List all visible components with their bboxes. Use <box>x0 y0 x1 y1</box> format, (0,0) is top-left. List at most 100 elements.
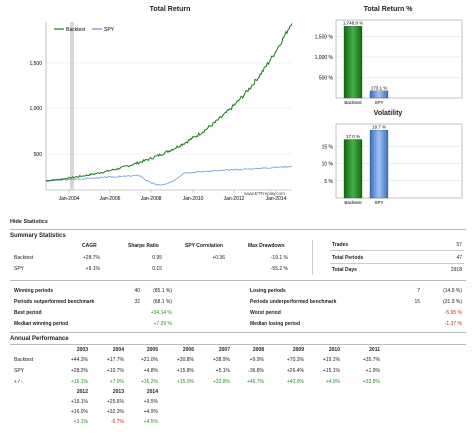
bar-value-label: 17.0 % <box>346 134 360 139</box>
winning-periods-count: 40 <box>134 288 140 294</box>
year-header: 2009 <box>292 347 304 353</box>
annual-row-label: + / - <box>14 379 23 385</box>
bar-value-label: 1,748.9 % <box>343 21 363 26</box>
winning-periods-pct: (85.1 %) <box>153 288 172 294</box>
annual-value: +15.0% <box>176 379 194 385</box>
outperformed-pct: (68.1 %) <box>153 299 172 305</box>
underperformed-label: Periods underperformed benchmark <box>250 299 337 305</box>
annual-value: +26.4% <box>286 368 304 374</box>
total-return-pct-chart: 500 % 1,000 % 1,500 % 1,748.9 % Backtest 173.… <box>315 19 463 105</box>
col-cagr: CAGR <box>82 243 97 249</box>
row-name: SPY <box>14 266 25 272</box>
annual-value: +9.5% <box>143 399 158 405</box>
annual-value: +3.1% <box>73 419 88 425</box>
year-header: 2012 <box>76 389 88 395</box>
annual-value: +17.7% <box>106 357 124 363</box>
worst-period-label: Worst period <box>250 310 281 316</box>
x-tick-label: Jan-2012 <box>224 196 245 202</box>
outperformed-label: Periods outperformed benchmark <box>14 299 95 305</box>
annual-value: +43.9% <box>286 379 304 385</box>
year-header: 2014 <box>146 389 158 395</box>
annual-value: +4.9% <box>143 409 158 415</box>
drawdown-value: -55.2 % <box>270 266 288 272</box>
bar-category-label: Backtest <box>344 200 362 205</box>
annual-value: +19.1% <box>70 399 88 405</box>
y-tick-label: 1,000 % <box>315 55 334 61</box>
bar-spy <box>369 90 389 99</box>
winning-periods-label: Winning periods <box>14 288 54 294</box>
watermark: www.ETFreplay.com <box>244 191 285 196</box>
bar-category-label: SPY <box>374 200 383 205</box>
annual-value: +28.2% <box>70 368 88 374</box>
losing-periods-label: Losing periods <box>250 288 286 294</box>
hide-statistics-link[interactable]: Hide Statistics <box>10 219 48 225</box>
underperformed-count: 15 <box>414 299 420 305</box>
median-losing-value: -1.37 % <box>444 321 462 327</box>
drawdown-value: -19.1 % <box>270 255 288 261</box>
bar-category-label: SPY <box>374 100 383 105</box>
year-header: 2004 <box>112 347 124 353</box>
legend-spy-label: SPY <box>104 27 115 33</box>
annual-value: +1.9% <box>365 368 380 374</box>
annual-value: +30.8% <box>176 357 194 363</box>
y-tick-label: 10 % <box>322 162 334 168</box>
y-tick-label: 1,000 <box>29 106 42 112</box>
year-header: 2013 <box>112 389 124 395</box>
year-header: 2007 <box>218 347 230 353</box>
annual-value: +16.2% <box>140 379 158 385</box>
total-periods-value: 47 <box>456 255 462 261</box>
col-max-drawdown: Max Drawdown <box>248 243 285 249</box>
gridlines <box>46 62 292 155</box>
best-period-label: Best period <box>14 310 42 316</box>
annual-row-label: SPY <box>14 368 25 374</box>
annual-value: +4.5% <box>143 419 158 425</box>
annual-value: +5.1% <box>215 368 230 374</box>
y-tick-label: 500 <box>34 152 43 158</box>
annual-value: -6.7% <box>110 419 124 425</box>
year-header: 2006 <box>182 347 194 353</box>
bar-value-label: 173.1 % <box>371 85 388 90</box>
sharpe-value: 0.95 <box>152 255 162 261</box>
median-winning-value: +7.29 % <box>153 321 173 327</box>
bar-category-label: Backtest <box>344 100 362 105</box>
annual-value: +25.6% <box>106 399 124 405</box>
annual-value: +15.1% <box>322 368 340 374</box>
y-tick-label: 5 % <box>324 179 333 185</box>
col-sharpe: Sharpe Ratio <box>128 243 159 249</box>
annual-value: +4.0% <box>325 379 340 385</box>
annual-value: +35.7% <box>362 357 380 363</box>
bar-value-label: 19.7 % <box>372 125 386 130</box>
best-period-value: +34.14 % <box>150 310 172 316</box>
median-winning-label: Median winning period <box>14 321 69 327</box>
annual-value: +16.0% <box>70 409 88 415</box>
annual-value: +46.7% <box>246 379 264 385</box>
annual-value: +32.3% <box>106 409 124 415</box>
annual-value: +4.8% <box>143 368 158 374</box>
annual-value: +19.1% <box>322 357 340 363</box>
volatility-chart: 5 % 10 % 15 % 17.0 % Backtest 19.7 % SPY <box>322 123 463 205</box>
total-return-pct-title: Total Return % <box>363 6 413 13</box>
legend: Backtest SPY <box>54 27 115 33</box>
total-periods-label: Total Periods <box>332 255 364 261</box>
col-correlation: SPY Correlation <box>185 243 223 249</box>
correlation-value: +0.36 <box>212 255 225 261</box>
x-tick-label: Jan-2004 <box>59 196 80 202</box>
bar-spy <box>369 130 389 199</box>
year-header: 2011 <box>369 347 380 353</box>
worst-period-value: -5.95 % <box>444 310 462 316</box>
y-tick-label: 1,500 % <box>315 34 334 40</box>
x-tick-label: Jan-2008 <box>141 196 162 202</box>
trades-value: 57 <box>456 242 462 248</box>
annual-value: +33.8% <box>212 379 230 385</box>
annual-value: +9.9% <box>249 357 264 363</box>
backtest-series-line <box>45 23 293 182</box>
annual-value: +70.3% <box>286 357 304 363</box>
annual-value: +16.1% <box>70 379 88 385</box>
year-header: 2008 <box>252 347 264 353</box>
annual-value: +10.7% <box>106 368 124 374</box>
annual-value: +21.0% <box>140 357 158 363</box>
x-tick-label: Jan-2010 <box>183 196 204 202</box>
year-header: 2003 <box>76 347 88 353</box>
annual-value: +7.0% <box>109 379 124 385</box>
